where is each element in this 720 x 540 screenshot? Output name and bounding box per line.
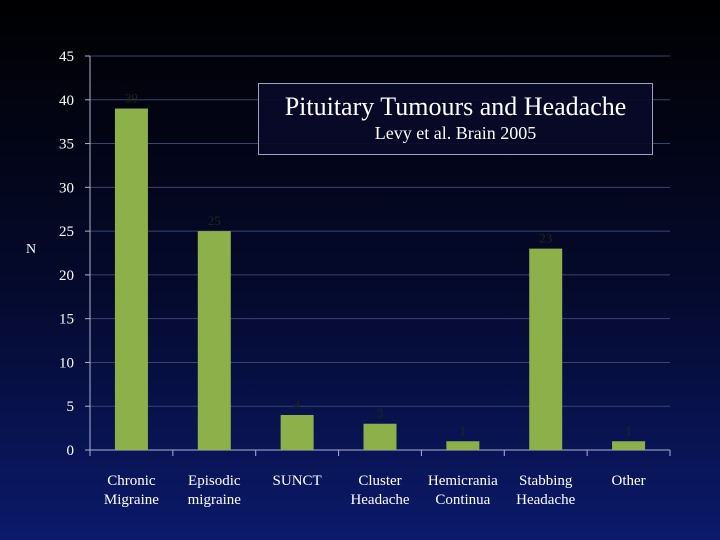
y-tick-label: 45 [59,49,74,65]
y-tick-label: 10 [59,355,74,371]
bar [363,423,397,450]
bar-data-label: 4 [294,397,301,412]
x-tick-label: Episodic migraine [188,473,242,508]
chart-title-box: Pituitary Tumours and Headache Levy et a… [258,83,653,155]
bar-data-label: 1 [625,423,632,438]
bar [114,108,148,451]
y-tick-label: 25 [59,224,74,240]
bar [280,414,314,450]
x-tick-label: Hemicrania Continua [428,473,498,508]
x-tick-label: Cluster Headache [350,473,409,508]
x-tick-label: Other [611,473,645,489]
y-tick-label: 40 [59,93,74,109]
bar-data-label: 1 [460,423,467,438]
x-tick-label: Chronic Migraine [104,473,159,508]
y-tick-label: 5 [67,399,75,415]
bar [197,231,231,450]
bar [446,441,480,450]
x-tick-label: Stabbing Headache [516,473,575,508]
y-tick-label: 0 [67,443,75,459]
bar [612,441,646,450]
chart-title: Pituitary Tumours and Headache [284,92,627,121]
bar-data-label: 25 [208,213,221,228]
y-tick-label: 35 [59,137,74,153]
y-axis-label: N [26,242,36,257]
bar-data-label: 3 [377,406,384,421]
y-tick-label: 15 [59,312,74,328]
y-tick-label: 20 [59,268,74,284]
bar-data-label: 23 [539,231,552,246]
x-tick-label: SUNCT [273,473,322,489]
bar [529,248,563,450]
y-tick-label: 30 [59,180,74,196]
chart-subtitle: Levy et al. Brain 2005 [374,123,537,143]
bar-data-label: 39 [125,91,138,106]
